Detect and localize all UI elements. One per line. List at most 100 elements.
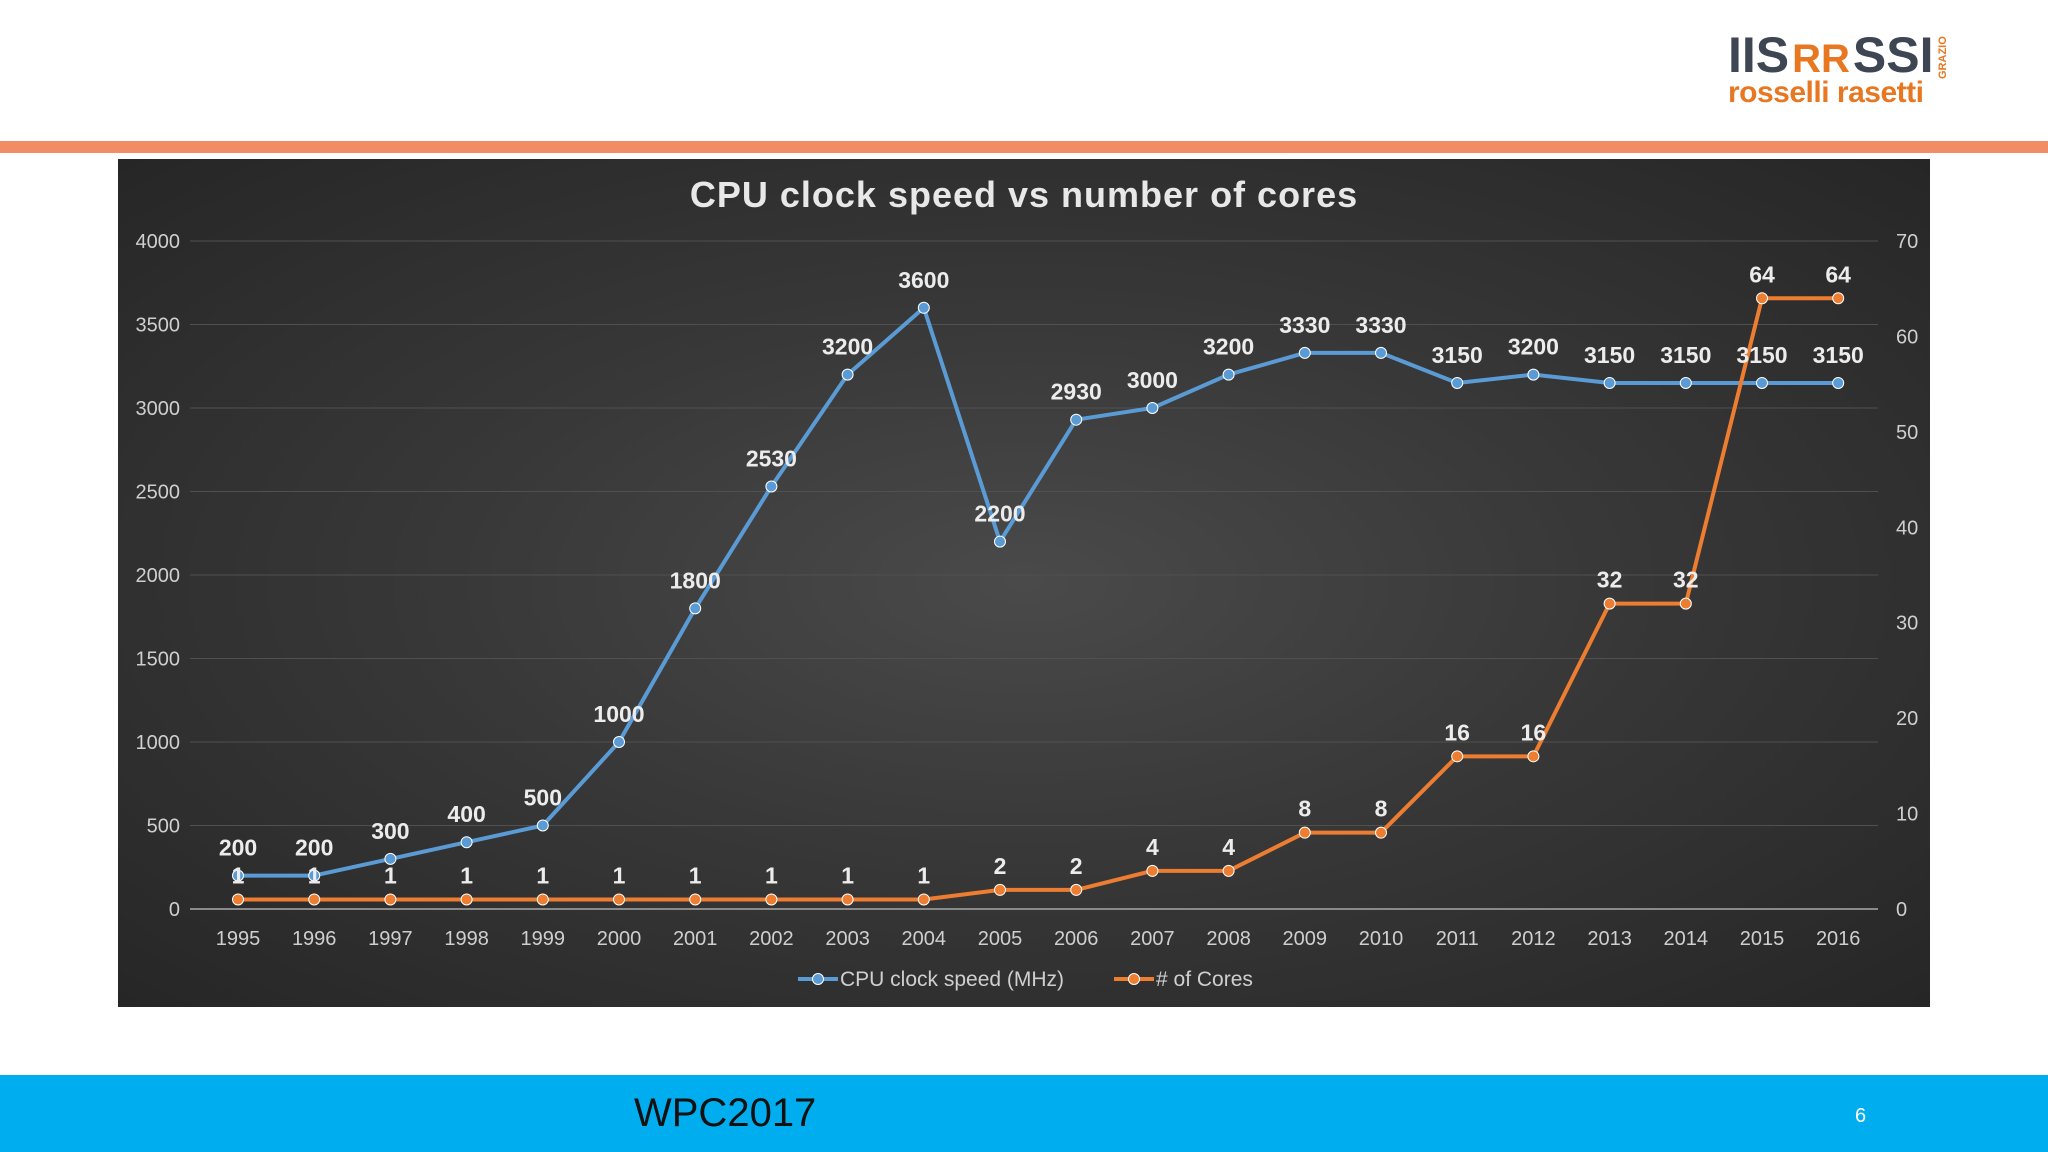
y-right-tick-label: 70 [1896, 231, 1918, 253]
y-left-tick-label: 2500 [136, 482, 181, 504]
data-label: 3150 [1584, 342, 1635, 368]
x-tick-label: 1996 [292, 928, 337, 950]
data-label: 2530 [746, 445, 797, 471]
data-point [917, 301, 930, 314]
data-point [536, 819, 549, 832]
y-right-tick-label: 0 [1896, 899, 1907, 921]
data-label: 1 [917, 862, 930, 888]
x-tick-label: 2002 [749, 928, 794, 950]
data-label: 4 [1146, 834, 1159, 860]
y-right-tick-label: 10 [1896, 804, 1918, 826]
data-point [460, 836, 473, 849]
legend-swatch-marker [812, 973, 824, 985]
data-point [1756, 292, 1768, 305]
data-label: 1 [308, 862, 321, 888]
data-label: 8 [1298, 796, 1311, 822]
logo-school-name: rosselli rasetti [1728, 76, 1924, 109]
x-tick-label: 2011 [1436, 928, 1479, 950]
data-point [841, 893, 854, 906]
data-label: 3200 [1508, 334, 1559, 360]
data-label: 3330 [1279, 312, 1330, 338]
x-tick-label: 1999 [521, 928, 566, 950]
data-label: 64 [1749, 261, 1775, 287]
data-label: 32 [1673, 567, 1699, 593]
data-point [308, 869, 321, 882]
x-tick-label: 2013 [1587, 928, 1632, 950]
x-tick-label: 2007 [1130, 928, 1175, 950]
y-left-tick-label: 3500 [136, 315, 181, 337]
data-label: 64 [1825, 261, 1851, 287]
data-point [232, 893, 244, 906]
data-point [1146, 864, 1159, 877]
legend-label: CPU clock speed (MHz) [840, 968, 1064, 991]
header-accent-bar [0, 141, 2048, 153]
data-point [994, 883, 1006, 896]
x-tick-label: 2010 [1359, 928, 1404, 950]
data-label: 1 [689, 862, 702, 888]
footer-title: WPC2017 [634, 1091, 817, 1135]
logo-text-ssi: SSI [1852, 27, 1934, 83]
x-tick-label: 2012 [1511, 928, 1556, 950]
data-point [384, 852, 397, 865]
y-right-tick-label: 40 [1896, 517, 1918, 539]
data-point [308, 893, 321, 906]
y-left-tick-label: 2000 [136, 565, 181, 587]
data-point [1070, 413, 1083, 426]
data-label: 3000 [1127, 367, 1178, 393]
gridlines [190, 240, 1878, 910]
footer-bar: WPC2017 6 [0, 1075, 2048, 1152]
data-point [232, 869, 244, 882]
data-point [536, 893, 549, 906]
x-tick-label: 2005 [978, 928, 1023, 950]
data-point [384, 893, 397, 906]
chart-svg: CPU clock speed vs number of cores 05001… [136, 174, 1919, 991]
data-point [1451, 750, 1464, 763]
data-label: 3150 [1660, 342, 1711, 368]
data-label: 1 [765, 862, 778, 888]
data-point [917, 893, 930, 906]
data-labels: 200 200 300 400 500 1000 1800 2530 3200 3600 2200 2… [219, 261, 1864, 888]
data-point [1070, 883, 1083, 896]
y-left-tick-label: 3000 [136, 398, 181, 420]
data-label: 16 [1444, 719, 1470, 745]
data-point [1832, 376, 1845, 389]
y-left-tick-label: 500 [147, 816, 180, 838]
x-tick-label: 2000 [597, 928, 642, 950]
axes: 0500100015002000250030003500400001020304… [136, 231, 1919, 950]
data-label: 2 [994, 853, 1007, 879]
y-left-tick-label: 4000 [136, 231, 181, 253]
data-point [994, 535, 1006, 548]
data-label: 2930 [1051, 379, 1102, 405]
data-label: 1 [841, 862, 854, 888]
data-point [1222, 368, 1235, 381]
x-tick-label: 1997 [368, 928, 413, 950]
data-label: 1000 [593, 701, 644, 727]
legend-label: # of Cores [1156, 968, 1253, 991]
logo-wordmark: IIS RR SSI GRAZIO [1728, 26, 1949, 80]
data-label: 3200 [822, 334, 873, 360]
school-logo: IIS RR SSI GRAZIO rosselli rasetti [1724, 26, 1949, 110]
y-right-tick-label: 20 [1896, 708, 1918, 730]
logo-text-iis: IIS [1728, 27, 1790, 83]
data-label: 1 [232, 862, 245, 888]
data-point [613, 893, 625, 906]
x-tick-label: 2003 [825, 928, 870, 950]
data-point [1603, 597, 1616, 610]
data-point [1527, 368, 1540, 381]
data-label: 3200 [1203, 334, 1254, 360]
logo-text-small: GRAZIO [1936, 36, 1949, 80]
x-tick-label: 2014 [1664, 928, 1709, 950]
data-label: 400 [447, 801, 485, 827]
data-point [1679, 597, 1692, 610]
y-left-tick-label: 0 [169, 899, 180, 921]
data-label: 1 [613, 862, 626, 888]
chart-panel: CPU clock speed vs number of cores 0 500 1… [118, 159, 1930, 1007]
legend-item: CPU clock speed (MHz) [798, 968, 1064, 991]
data-label: 1 [460, 862, 473, 888]
x-tick-label: 2009 [1283, 928, 1328, 950]
data-point [1603, 376, 1616, 389]
x-tick-label: 2008 [1206, 928, 1251, 950]
data-label: 3150 [1432, 342, 1483, 368]
data-label: 8 [1375, 796, 1388, 822]
data-label: 2 [1070, 853, 1083, 879]
